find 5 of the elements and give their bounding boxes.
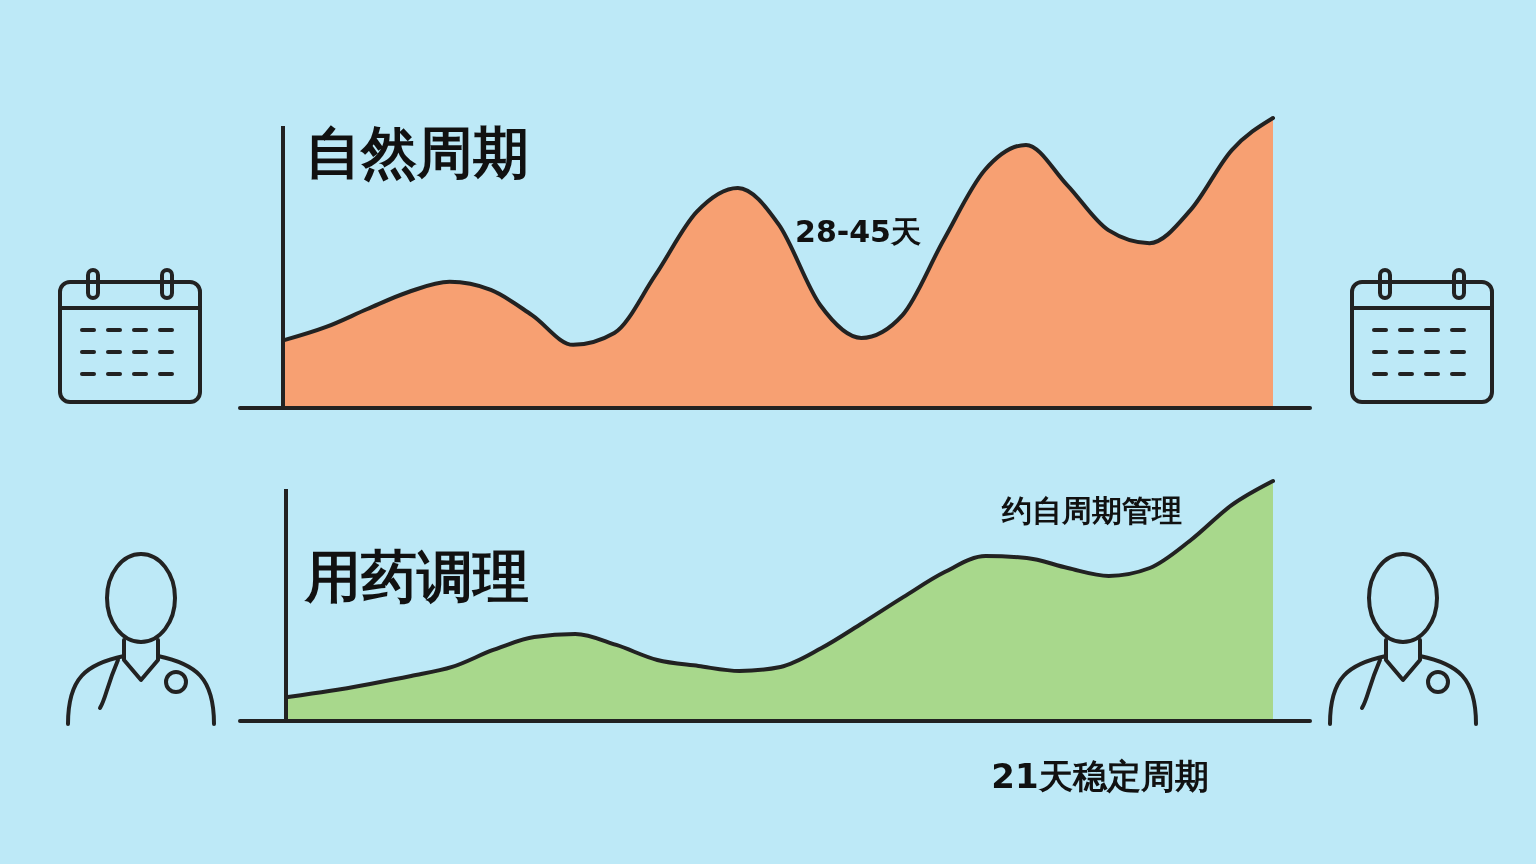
annotation: 28-45天 — [795, 213, 921, 249]
text: 用药调理 — [304, 544, 529, 609]
text: 21天稳定周期 — [991, 755, 1209, 796]
annotation: 约自周期管理 — [1001, 492, 1182, 528]
chart-title: 自然周期 — [305, 120, 529, 185]
